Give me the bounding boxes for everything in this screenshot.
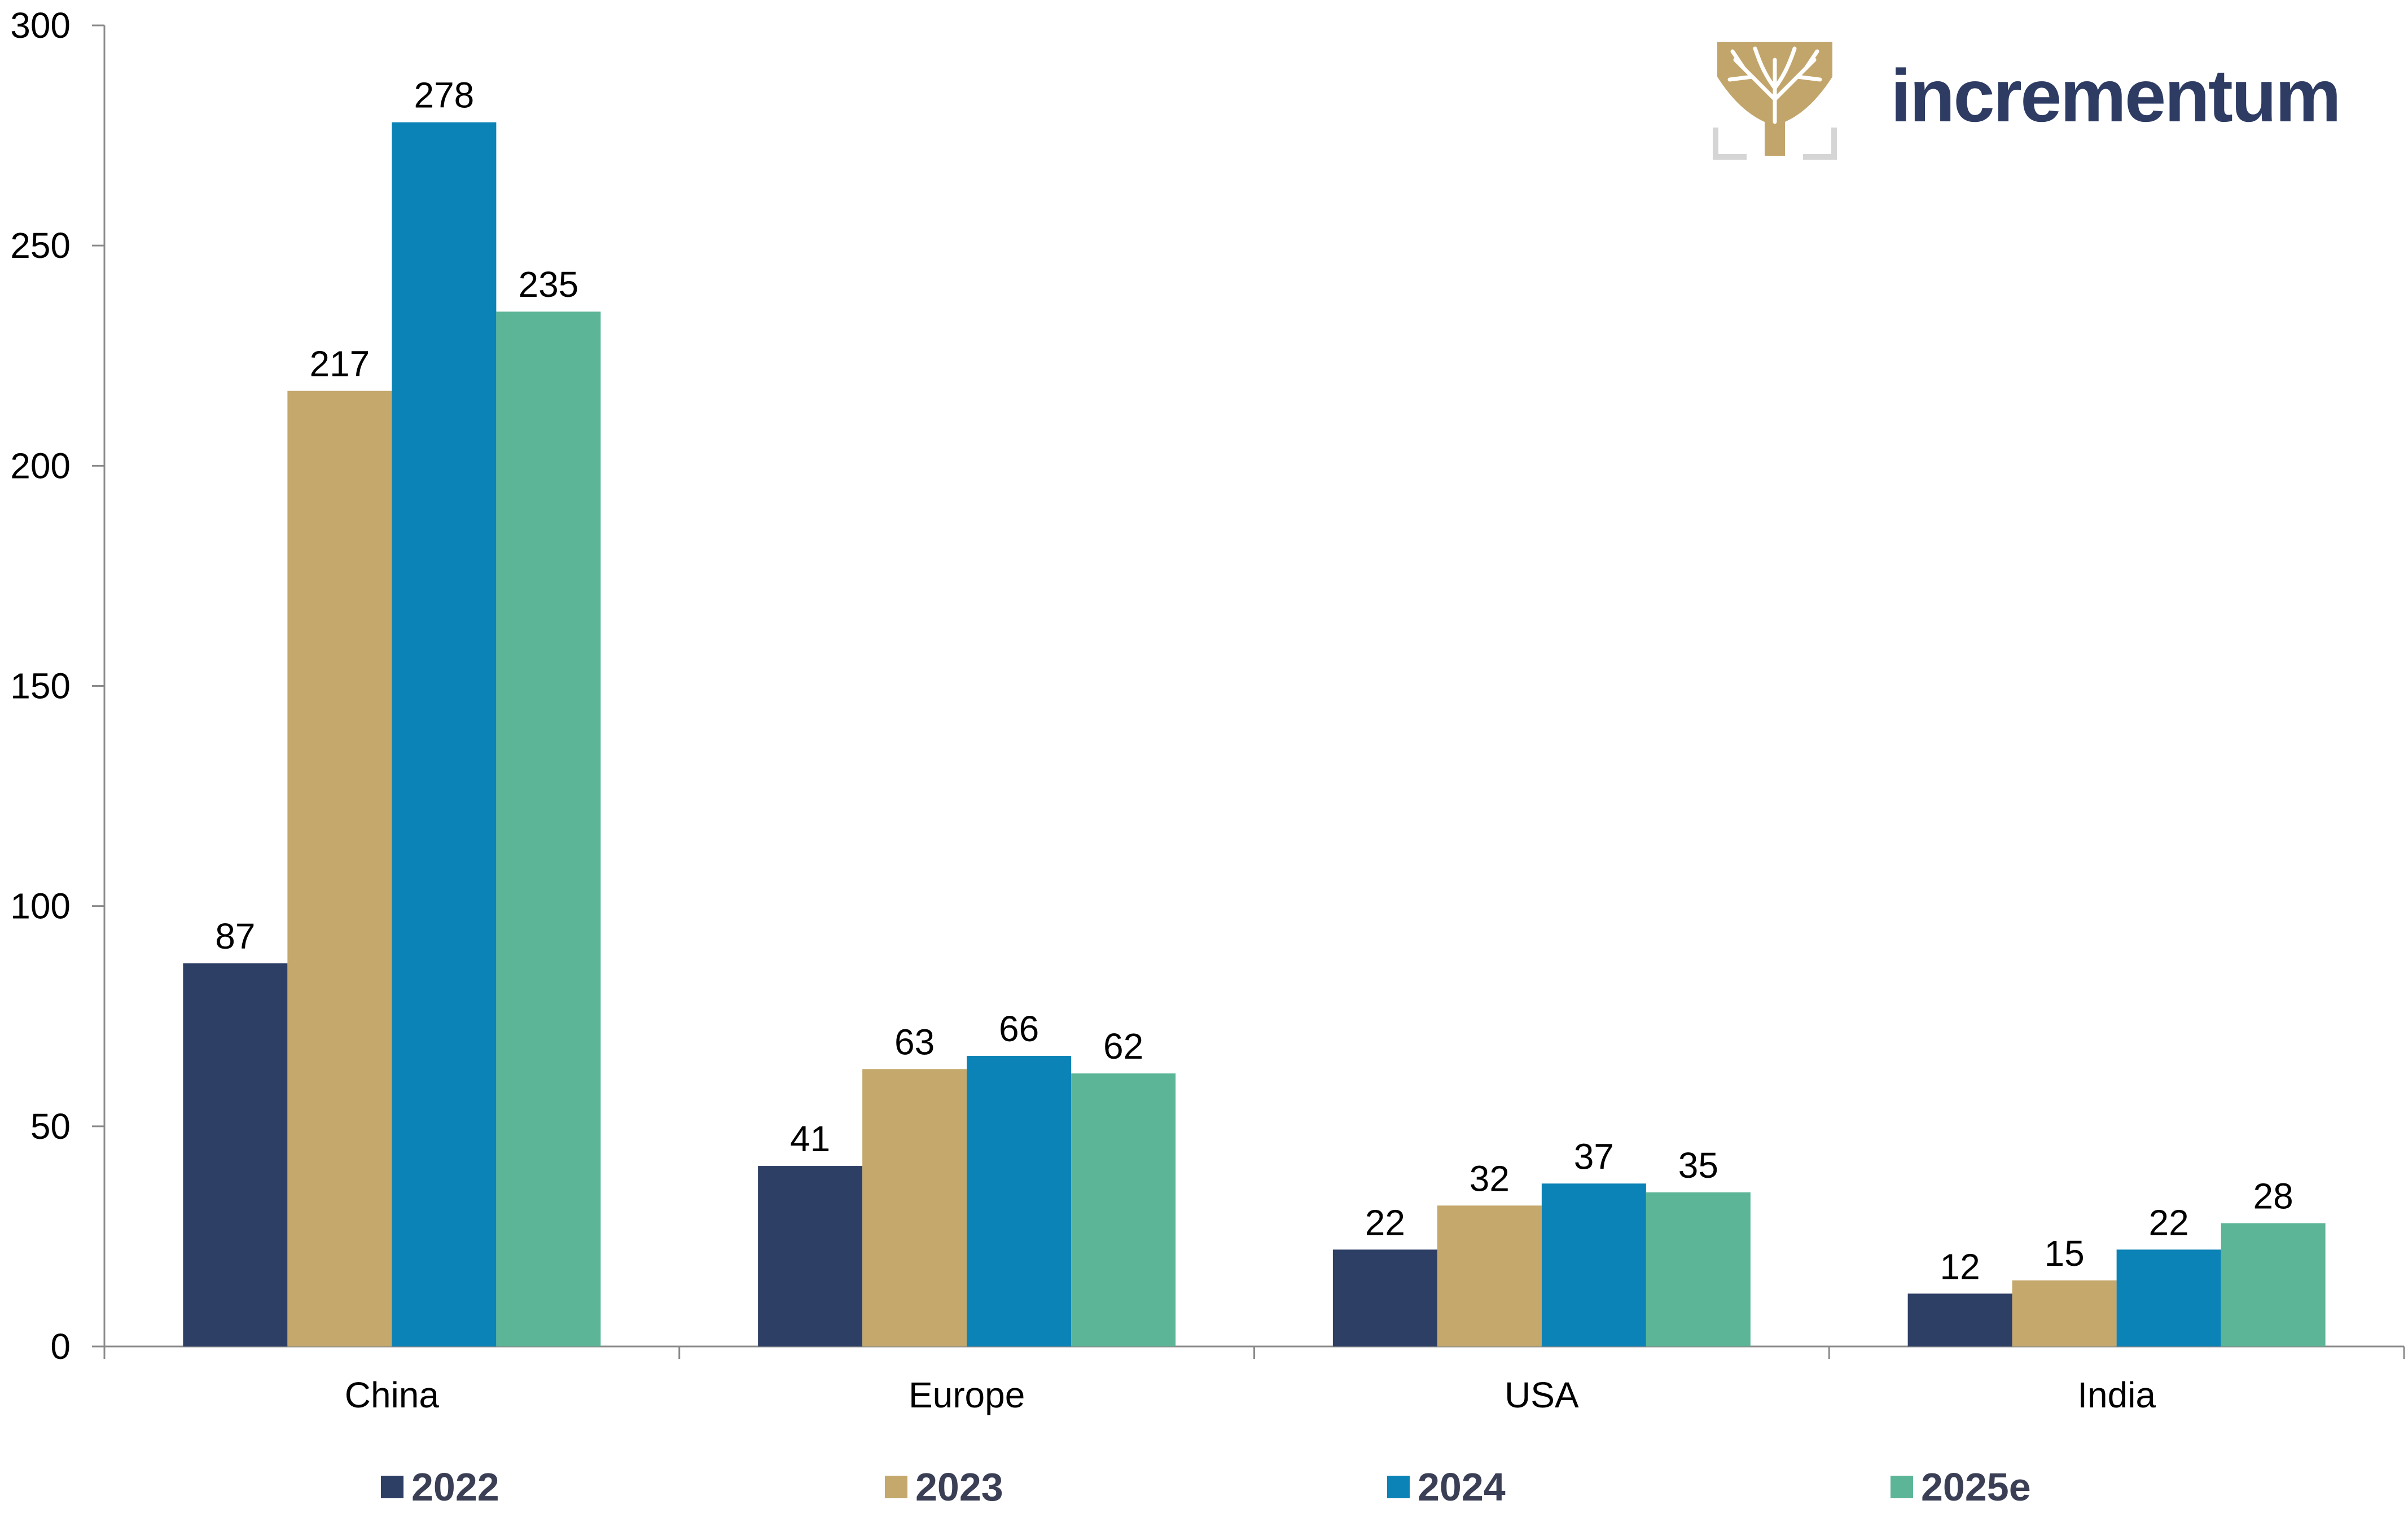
data-label: 12 (1940, 1246, 1980, 1287)
y-tick-label: 0 (50, 1326, 71, 1367)
legend-swatch (885, 1476, 907, 1498)
legend-label: 2022 (411, 1465, 499, 1509)
tree-logo-icon (1713, 42, 1837, 160)
bar (496, 312, 601, 1346)
y-tick-label: 100 (10, 886, 71, 927)
legend-item: 2022 (381, 1459, 499, 1515)
legend-swatch (381, 1476, 403, 1498)
bar (183, 963, 288, 1346)
category-label: India (2077, 1375, 2156, 1415)
data-label: 41 (790, 1118, 830, 1159)
data-label: 35 (1678, 1145, 1718, 1186)
bar (1332, 1249, 1437, 1346)
data-label: 87 (215, 916, 255, 957)
y-tick-label: 50 (30, 1106, 71, 1147)
y-tick-label: 250 (10, 225, 71, 266)
bar (1437, 1205, 1542, 1346)
bar (287, 391, 392, 1346)
chart-legend: 2022 2023 2024 2025e (0, 1459, 2408, 1515)
bar (1907, 1293, 2012, 1346)
data-label: 22 (2149, 1202, 2189, 1243)
category-label: China (345, 1375, 440, 1415)
bar (862, 1069, 967, 1346)
data-label: 63 (894, 1021, 935, 1062)
data-label: 28 (2253, 1176, 2293, 1217)
brand-name: incrementum (1891, 54, 2341, 137)
bar (2116, 1249, 2221, 1346)
bar (392, 122, 497, 1346)
bar (1541, 1183, 1646, 1346)
data-label: 22 (1365, 1202, 1405, 1243)
data-label: 37 (1574, 1136, 1614, 1177)
data-label: 62 (1103, 1026, 1143, 1067)
bar (1646, 1192, 1751, 1346)
bar (2012, 1280, 2117, 1346)
bar (967, 1055, 1072, 1346)
bar (758, 1166, 863, 1346)
data-label: 15 (2045, 1233, 2085, 1274)
data-label: 66 (999, 1008, 1039, 1049)
legend-item: 2024 (1387, 1459, 1506, 1515)
y-tick-label: 200 (10, 445, 71, 486)
data-label: 32 (1470, 1158, 1510, 1199)
brand-logo-block: incrementum (1713, 37, 2373, 167)
legend-swatch (1387, 1476, 1410, 1498)
data-label: 217 (309, 344, 370, 384)
legend-swatch (1891, 1476, 1913, 1498)
legend-item: 2023 (885, 1459, 1003, 1515)
legend-label: 2024 (1418, 1465, 1506, 1509)
data-label: 235 (518, 264, 578, 305)
category-label: Europe (909, 1375, 1025, 1415)
legend-label: 2023 (915, 1465, 1003, 1509)
legend-label: 2025e (1921, 1465, 2031, 1509)
legend-item: 2025e (1891, 1459, 2031, 1515)
category-label: USA (1505, 1375, 1579, 1415)
y-tick-label: 300 (10, 5, 71, 46)
bar (1071, 1073, 1176, 1346)
y-tick-label: 150 (10, 666, 71, 707)
data-label: 278 (414, 75, 474, 116)
bar (2221, 1223, 2326, 1346)
